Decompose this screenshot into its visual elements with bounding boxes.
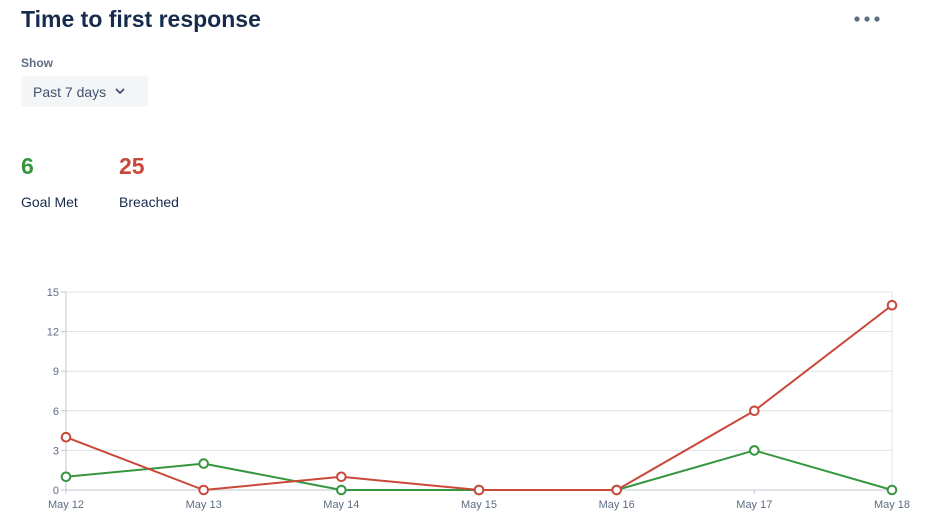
y-tick-label: 12	[47, 327, 59, 339]
goal-met-count: 6	[21, 153, 34, 179]
x-tick-label: May 12	[48, 499, 84, 511]
breached-stat: 25 Breached	[119, 152, 179, 210]
data-point-goal-met	[336, 484, 347, 496]
goal-met-label: Goal Met	[21, 194, 78, 210]
x-tick-label: May 17	[736, 499, 772, 511]
y-tick-label: 15	[47, 287, 59, 299]
x-tick-label: May 16	[599, 499, 635, 511]
more-options-button[interactable]	[848, 8, 886, 30]
breached-count: 25	[119, 153, 145, 179]
data-point-goal-met	[886, 484, 898, 496]
data-point-breached	[749, 405, 760, 417]
x-tick-label: May 18	[874, 499, 910, 511]
data-point-breached	[336, 471, 347, 483]
y-tick-label: 3	[53, 445, 59, 457]
y-tick-label: 0	[53, 485, 59, 497]
x-tick-label: May 14	[323, 499, 359, 511]
date-range-select[interactable]: Past 7 days	[21, 76, 148, 107]
x-tick-label: May 13	[186, 499, 222, 511]
data-point-goal-met	[198, 458, 209, 469]
y-tick-label: 6	[53, 406, 59, 418]
goal-met-stat: 6 Goal Met	[21, 152, 78, 210]
data-point-goal-met	[749, 445, 760, 456]
data-point-breached	[198, 484, 209, 496]
x-tick-label: May 15	[461, 499, 497, 511]
data-point-breached	[60, 431, 72, 443]
y-tick-label: 9	[53, 366, 59, 378]
page-title: Time to first response	[21, 6, 261, 32]
more-horizontal-icon	[854, 16, 880, 22]
series-line-breached	[65, 304, 893, 491]
data-point-breached	[886, 299, 898, 311]
data-point-breached	[611, 484, 622, 496]
data-point-goal-met	[60, 471, 72, 483]
data-point-breached	[473, 484, 485, 496]
date-range-value: Past 7 days	[33, 83, 107, 100]
chevron-down-icon	[115, 88, 125, 95]
breached-label: Breached	[119, 194, 179, 210]
show-label: Show	[21, 56, 53, 70]
